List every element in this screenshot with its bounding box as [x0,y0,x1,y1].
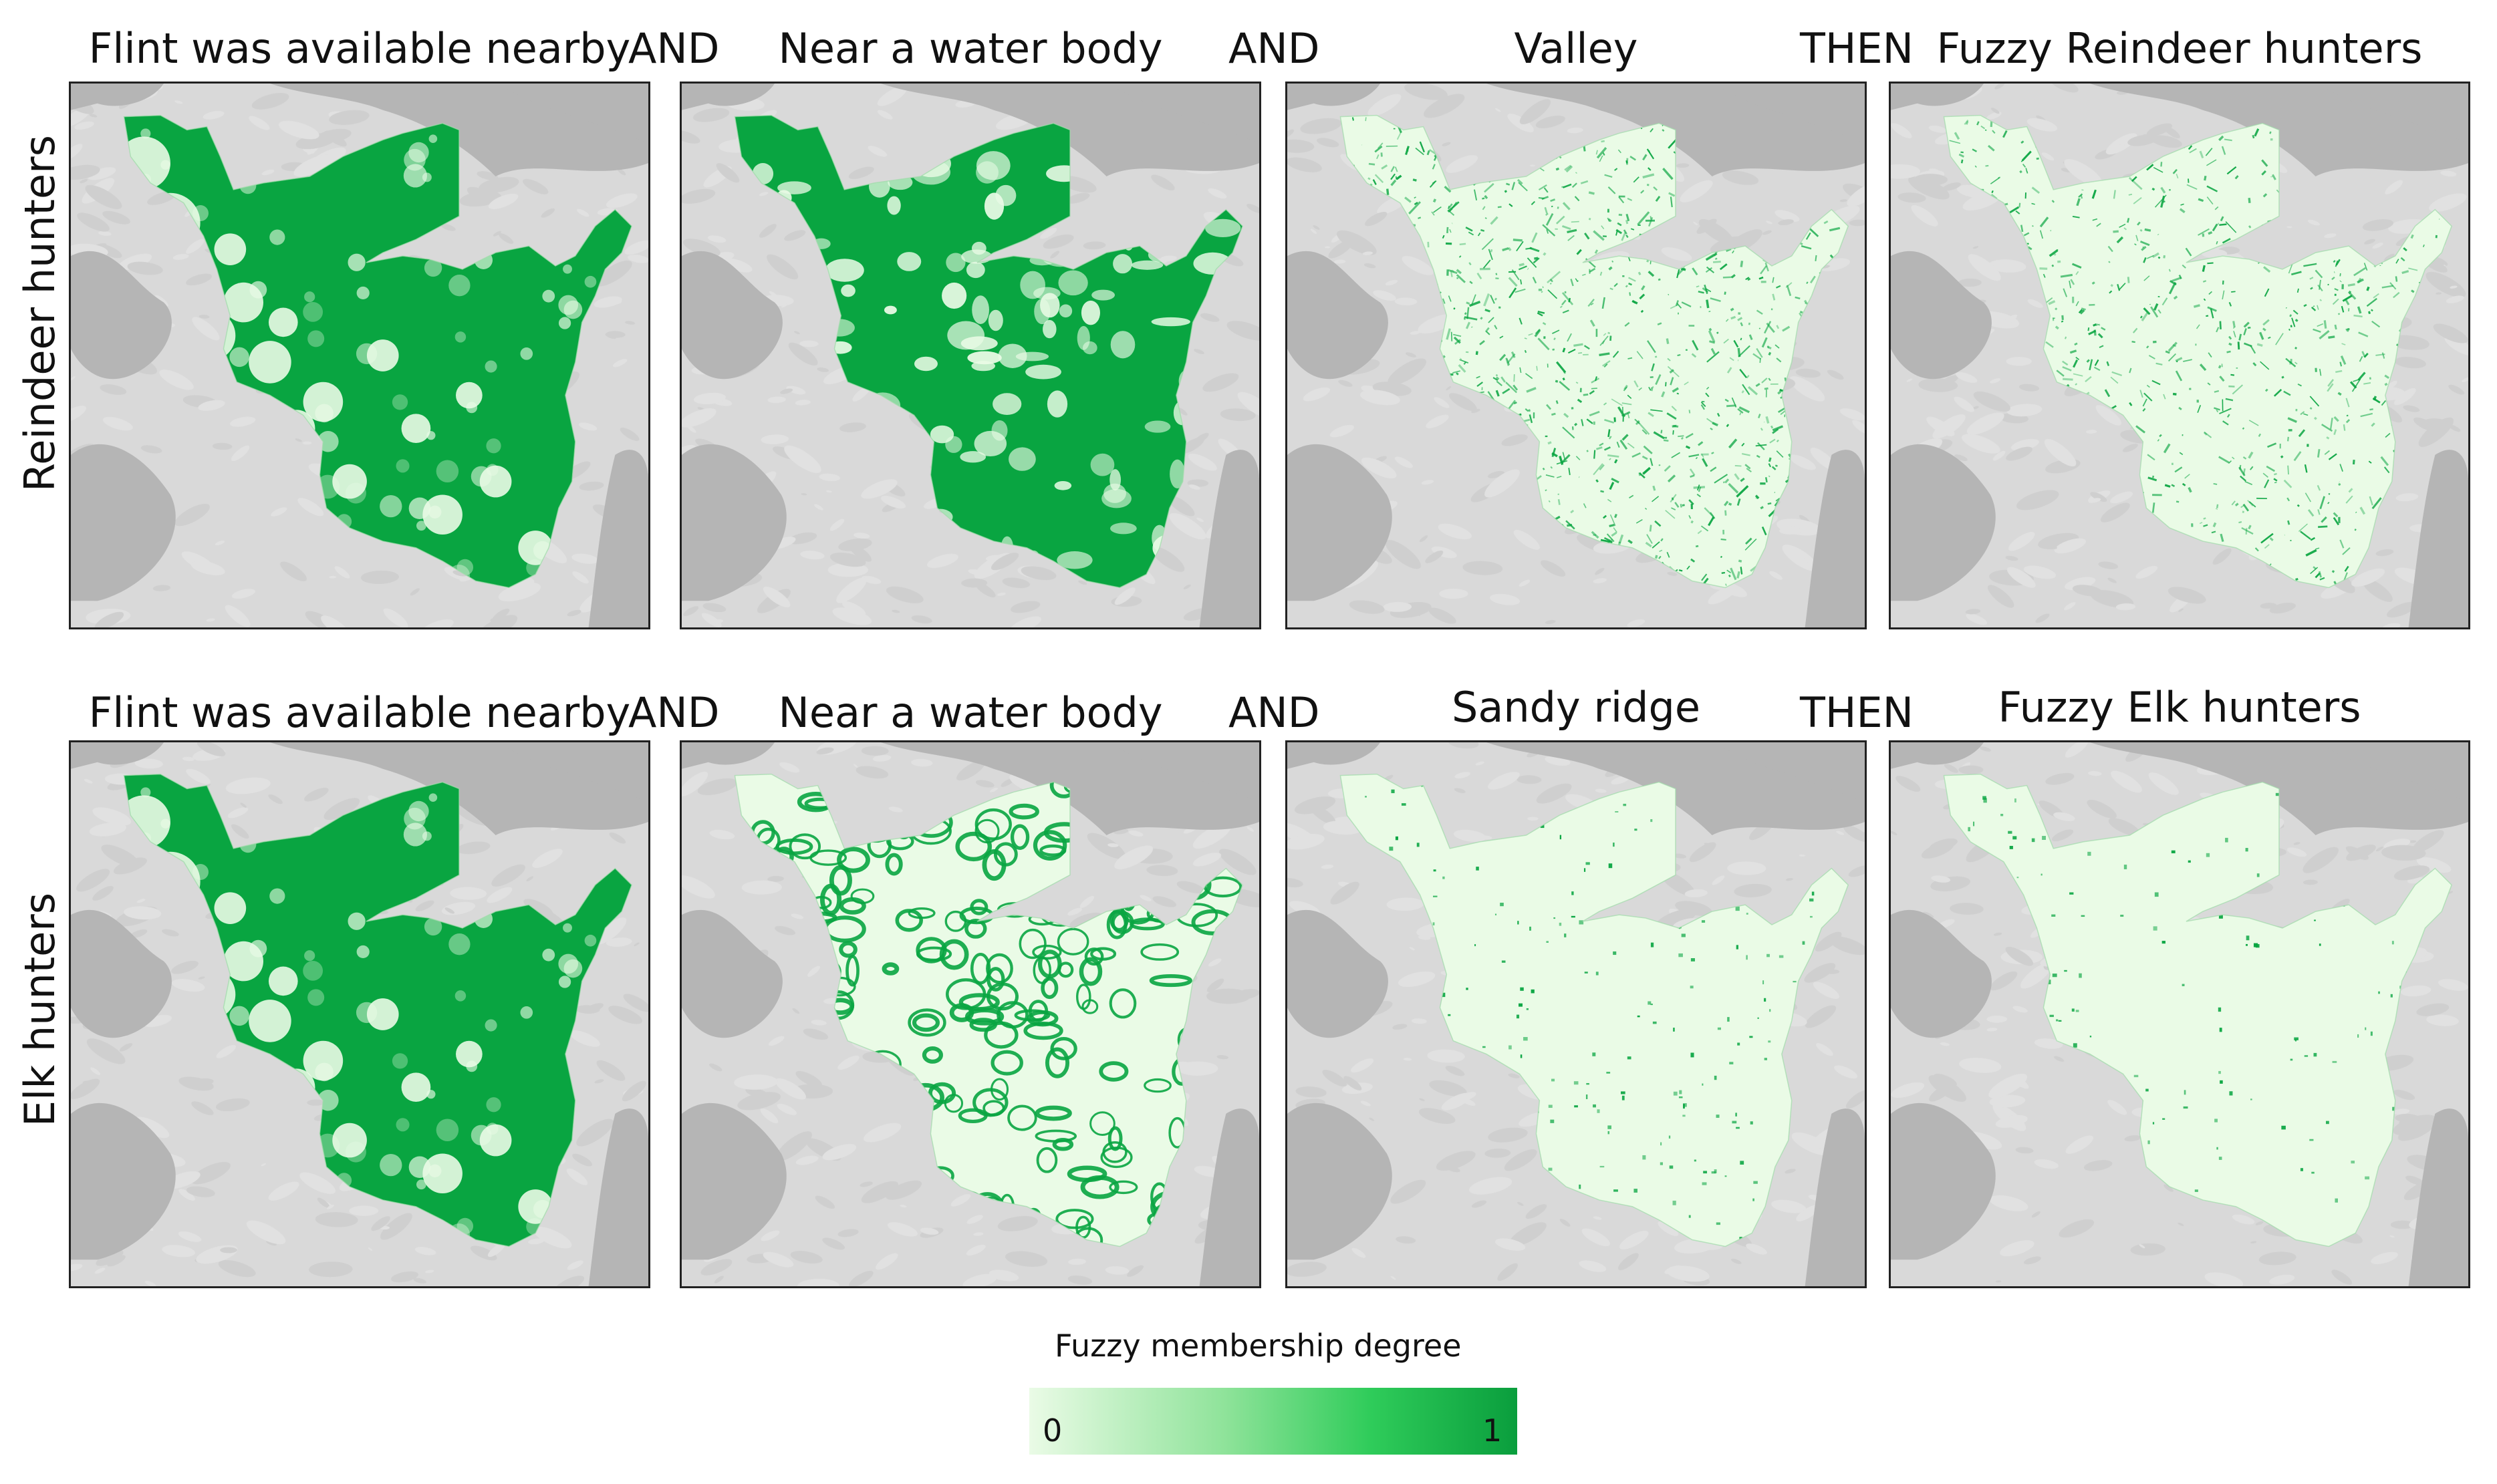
operator-r2-2: AND [1228,688,1320,737]
operator-r1-3: THEN [1800,24,1914,73]
row-label-reindeer: Reindeer hunters [15,135,64,492]
operator-r2-1: AND [628,688,720,737]
panel-title-r2-4: Fuzzy Elk hunters [1998,683,2361,732]
map-svg-1-3 [1891,742,2468,1286]
panel-title-r1-2: Near a water body [778,24,1163,73]
map-panel-r1-water [680,82,1261,629]
operator-r1-2: AND [1228,24,1320,73]
panel-title-r2-3: Sandy ridge [1452,683,1700,732]
map-svg-0-0 [71,84,648,627]
panel-title-r1-4: Fuzzy Reindeer hunters [1936,24,2423,73]
map-svg-0-1 [682,84,1259,627]
legend-colorbar [1029,1388,1517,1455]
map-panel-r2-result [1889,740,2470,1288]
legend-min-label: 0 [1043,1413,1063,1449]
panel-title-r2-1: Flint was available nearby [88,688,631,737]
map-panel-r1-valley [1285,82,1867,629]
map-svg-1-1 [682,742,1259,1286]
map-svg-1-2 [1287,742,1865,1286]
panel-title-r2-2: Near a water body [778,688,1163,737]
operator-r1-1: AND [628,24,720,73]
row-label-elk: Elk hunters [15,892,64,1127]
map-panel-r2-flint [69,740,650,1288]
map-panel-r2-sandy [1285,740,1867,1288]
map-svg-0-2 [1287,84,1865,627]
operator-r2-3: THEN [1800,688,1914,737]
panel-title-r1-1: Flint was available nearby [88,24,631,73]
legend-title: Fuzzy membership degree [1055,1328,1462,1364]
map-panel-r2-water [680,740,1261,1288]
panel-title-r1-3: Valley [1514,24,1638,73]
map-panel-r1-result [1889,82,2470,629]
map-svg-1-0 [71,742,648,1286]
legend-max-label: 1 [1482,1413,1502,1449]
map-panel-r1-flint [69,82,650,629]
map-svg-0-3 [1891,84,2468,627]
